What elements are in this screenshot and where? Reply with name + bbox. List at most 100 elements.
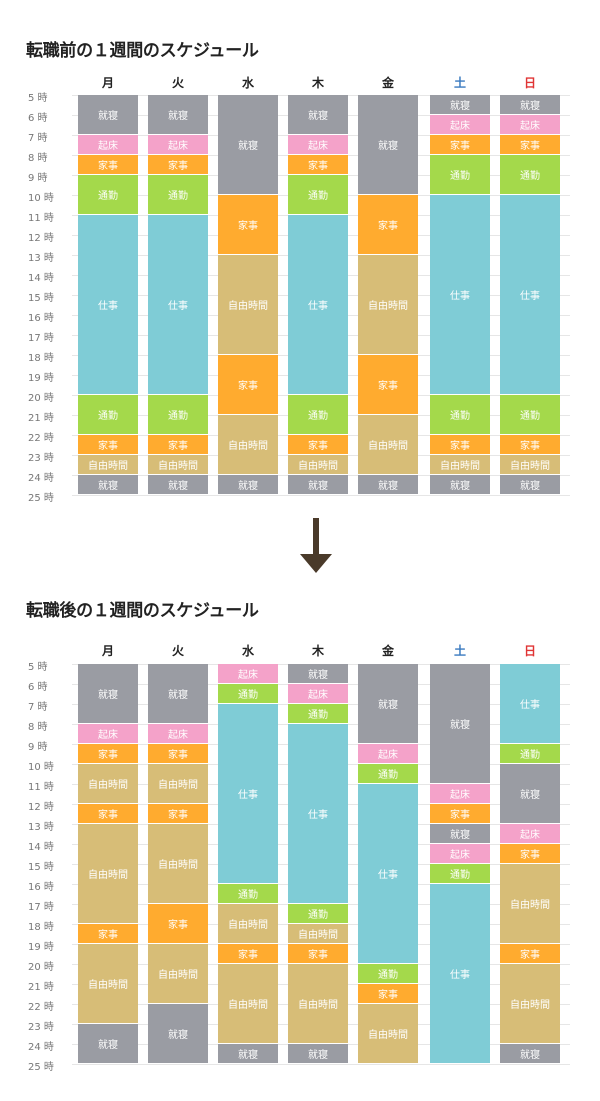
hour-label: 21 時 <box>28 413 54 424</box>
schedule-block: 自由時間 <box>218 415 278 475</box>
schedule-block: 自由時間 <box>500 964 560 1044</box>
schedule-block: 起床 <box>500 115 560 135</box>
schedule-block: 自由時間 <box>218 255 278 355</box>
schedule-block: 就寝 <box>430 664 490 784</box>
day-header: 木 <box>311 644 324 658</box>
schedule-block: 家事 <box>500 944 560 964</box>
schedule-block: 仕事 <box>288 724 348 904</box>
schedule-block: 仕事 <box>148 215 208 395</box>
day-header: 水 <box>241 644 254 658</box>
schedule-block: 自由時間 <box>288 924 348 944</box>
schedule-block: 家事 <box>78 804 138 824</box>
schedule-block: 就寝 <box>500 764 560 824</box>
hour-label: 16 時 <box>28 882 54 893</box>
day-header: 金 <box>381 644 394 658</box>
day-header: 木 <box>311 76 324 90</box>
hour-label: 17 時 <box>28 333 54 344</box>
hour-label: 24 時 <box>28 473 54 484</box>
schedule-block: 通勤 <box>500 155 560 195</box>
hour-label: 12 時 <box>28 233 54 244</box>
schedule-block: 仕事 <box>358 784 418 964</box>
hour-label: 10 時 <box>28 762 54 773</box>
schedule-block: 通勤 <box>430 395 490 435</box>
schedule-block: 自由時間 <box>430 455 490 475</box>
hour-gridline <box>72 1064 570 1065</box>
hour-label: 24 時 <box>28 1042 54 1053</box>
schedule-block: 自由時間 <box>148 944 208 1004</box>
schedule-block: 起床 <box>148 135 208 155</box>
schedule-block: 家事 <box>358 195 418 255</box>
schedule-block: 仕事 <box>288 215 348 395</box>
schedule-block: 家事 <box>430 135 490 155</box>
down-arrow-icon <box>300 518 332 573</box>
schedule-block: 自由時間 <box>358 415 418 475</box>
schedule-block: 就寝 <box>430 475 490 495</box>
hour-label: 14 時 <box>28 842 54 853</box>
hour-label: 9 時 <box>28 173 48 184</box>
schedule-block: 就寝 <box>430 824 490 844</box>
schedule-block: 家事 <box>288 435 348 455</box>
schedule-block: 自由時間 <box>500 864 560 944</box>
schedule-block: 家事 <box>358 984 418 1004</box>
schedule-block: 家事 <box>218 195 278 255</box>
schedule-block: 就寝 <box>288 1044 348 1064</box>
schedule-block: 通勤 <box>430 155 490 195</box>
schedule-block: 家事 <box>288 944 348 964</box>
schedule-block: 家事 <box>500 435 560 455</box>
schedule-block: 就寝 <box>430 95 490 115</box>
after-title: 転職後の１週間のスケジュール <box>26 601 259 621</box>
schedule-block: 就寝 <box>218 1044 278 1064</box>
schedule-block: 通勤 <box>358 764 418 784</box>
schedule-block: 仕事 <box>500 664 560 744</box>
schedule-block: 自由時間 <box>148 824 208 904</box>
schedule-block: 仕事 <box>500 195 560 395</box>
schedule-block: 家事 <box>218 355 278 415</box>
schedule-block: 自由時間 <box>78 764 138 804</box>
hour-label: 21 時 <box>28 982 54 993</box>
schedule-block: 通勤 <box>78 175 138 215</box>
hour-label: 19 時 <box>28 942 54 953</box>
hour-label: 25 時 <box>28 493 54 504</box>
schedule-block: 家事 <box>500 135 560 155</box>
hour-label: 25 時 <box>28 1062 54 1073</box>
schedule-block: 自由時間 <box>78 944 138 1024</box>
schedule-block: 就寝 <box>358 664 418 744</box>
schedule-block: 就寝 <box>358 475 418 495</box>
schedule-block: 仕事 <box>430 884 490 1064</box>
schedule-block: 起床 <box>78 135 138 155</box>
before-title: 転職前の１週間のスケジュール <box>26 41 259 61</box>
schedule-block: 仕事 <box>78 215 138 395</box>
schedule-block: 家事 <box>78 435 138 455</box>
hour-label: 9 時 <box>28 742 48 753</box>
schedule-block: 就寝 <box>500 95 560 115</box>
schedule-block: 起床 <box>500 824 560 844</box>
hour-label: 17 時 <box>28 902 54 913</box>
schedule-block: 自由時間 <box>218 904 278 944</box>
hour-label: 23 時 <box>28 453 54 464</box>
hour-label: 8 時 <box>28 153 48 164</box>
schedule-block: 起床 <box>288 684 348 704</box>
schedule-block: 通勤 <box>500 395 560 435</box>
schedule-block: 家事 <box>358 355 418 415</box>
schedule-block: 通勤 <box>500 744 560 764</box>
hour-label: 5 時 <box>28 662 48 673</box>
schedule-block: 家事 <box>78 924 138 944</box>
schedule-block: 起床 <box>430 844 490 864</box>
schedule-block: 家事 <box>148 804 208 824</box>
schedule-block: 就寝 <box>78 664 138 724</box>
schedule-block: 自由時間 <box>148 764 208 804</box>
hour-label: 11 時 <box>28 213 54 224</box>
schedule-block: 就寝 <box>78 95 138 135</box>
hour-label: 12 時 <box>28 802 54 813</box>
schedule-block: 通勤 <box>218 884 278 904</box>
schedule-block: 就寝 <box>500 1044 560 1064</box>
hour-label: 13 時 <box>28 822 54 833</box>
hour-label: 15 時 <box>28 862 54 873</box>
schedule-block: 起床 <box>430 115 490 135</box>
schedule-block: 自由時間 <box>78 455 138 475</box>
hour-label: 23 時 <box>28 1022 54 1033</box>
schedule-block: 就寝 <box>358 95 418 195</box>
schedule-block: 通勤 <box>78 395 138 435</box>
schedule-block: 就寝 <box>78 1024 138 1064</box>
schedule-block: 就寝 <box>218 95 278 195</box>
